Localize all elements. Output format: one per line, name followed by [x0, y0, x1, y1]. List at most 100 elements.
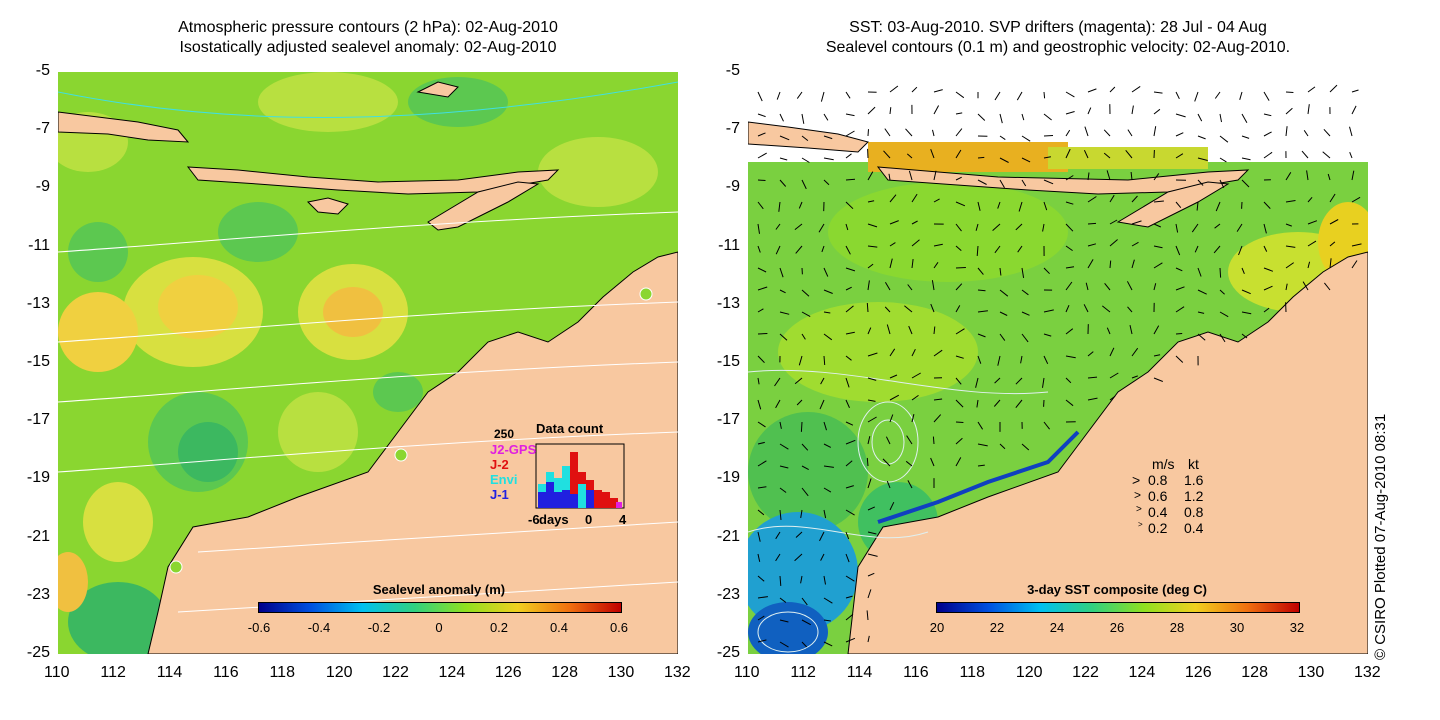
velocity-arrow [1127, 306, 1133, 313]
speed-legend-kt: 0.4 [1184, 520, 1204, 536]
lon-tick-label: 122 [382, 664, 409, 681]
velocity-arrow [823, 575, 826, 585]
velocity-arrow [931, 280, 935, 291]
velocity-arrow [933, 89, 943, 93]
velocity-arrow [1194, 91, 1199, 102]
velocity-arrow [1087, 196, 1097, 203]
velocity-arrow [1125, 149, 1133, 159]
velocity-arrow [867, 572, 875, 577]
velocity-arrow [1263, 223, 1267, 234]
velocity-arrow [955, 355, 964, 359]
velocity-arrow [1131, 195, 1138, 203]
velocity-arrow [1021, 333, 1029, 343]
velocity-arrow [779, 509, 782, 520]
velocity-arrow [1175, 333, 1183, 335]
velocity-arrow [823, 267, 829, 277]
speed-legend-header-ms: m/s [1152, 456, 1175, 472]
velocity-arrow [757, 509, 765, 516]
velocity-arrow [867, 263, 874, 269]
velocity-arrow [801, 157, 810, 163]
velocity-arrow [1153, 200, 1164, 203]
sst-tick: 30 [1229, 620, 1245, 635]
velocity-arrow [1214, 223, 1221, 229]
velocity-arrow [1327, 173, 1331, 181]
sealevel-tick: -0.2 [367, 620, 391, 635]
velocity-arrow [1219, 179, 1225, 189]
velocity-arrow [866, 302, 869, 313]
velocity-arrow [933, 398, 943, 401]
velocity-arrow [1101, 305, 1111, 313]
velocity-arrow [1175, 267, 1183, 272]
velocity-arrow [1104, 282, 1111, 291]
velocity-arrow [977, 201, 981, 211]
velocity-arrow [1065, 266, 1075, 269]
velocity-arrow [779, 289, 786, 294]
velocity-arrow [1042, 223, 1045, 232]
sst-colorbar-ticks: 20 22 24 26 28 30 32 [917, 620, 1317, 638]
velocity-arrow [801, 333, 806, 340]
velocity-arrow [1285, 283, 1288, 291]
velocity-arrow [1021, 311, 1030, 316]
data-count-xtick-minus6: -6 [528, 512, 540, 527]
velocity-arrow [1175, 132, 1184, 137]
sealevel-tick: -0.4 [307, 620, 331, 635]
velocity-arrow [976, 245, 979, 256]
velocity-arrow [796, 91, 803, 99]
lat-tick-label: -7 [725, 120, 740, 138]
velocity-arrow [1238, 245, 1243, 256]
velocity-arrow [1236, 223, 1243, 232]
velocity-arrow [932, 129, 935, 137]
velocity-arrow [1329, 241, 1336, 247]
speed-legend-header-kt: kt [1188, 456, 1199, 472]
velocity-arrow [955, 267, 966, 269]
lon-tick-label: 124 [1128, 664, 1156, 681]
lon-tick-label: 118 [269, 664, 295, 681]
velocity-arrow [1215, 201, 1221, 212]
velocity-arrow [1043, 91, 1046, 99]
speed-legend-row: > 0.6 1.2 [1134, 488, 1204, 504]
speed-legend-ms: 0.8 [1148, 472, 1168, 488]
velocity-arrow [930, 149, 935, 159]
velocity-arrow [1241, 289, 1251, 295]
velocity-arrow [779, 267, 784, 278]
velocity-arrow [994, 245, 1001, 254]
velocity-arrow [1083, 149, 1089, 159]
data-count-histogram [535, 443, 625, 509]
velocity-arrow [889, 348, 896, 357]
velocity-arrow [757, 486, 767, 489]
sealevel-colorbar-title: Sealevel anomaly (m) [372, 582, 506, 597]
legend-envi: Envi [490, 472, 518, 487]
velocity-arrow [908, 325, 913, 335]
velocity-arrow [1351, 243, 1362, 247]
velocity-arrow [779, 421, 782, 429]
sst-map [748, 72, 1368, 654]
sealevel-map-panel: Data count 250 J2-GPS J-2 Envi J-1 -6 da… [58, 72, 678, 654]
velocity-arrow [1175, 153, 1184, 159]
velocity-arrow [779, 575, 782, 586]
velocity-arrow [1263, 151, 1273, 159]
velocity-arrow [1323, 128, 1331, 137]
data-count-xtick-0: 0 [585, 512, 593, 527]
velocity-arrow [1087, 259, 1094, 269]
right-title-line1: SST: 03-Aug-2010. SVP drifters (magenta)… [849, 19, 1267, 36]
lon-tick-label: 126 [494, 664, 522, 681]
velocity-arrow [1131, 347, 1139, 357]
velocity-arrow [1085, 282, 1089, 291]
data-count-xlabel: days [539, 512, 569, 527]
velocity-arrow [977, 179, 987, 185]
lon-tick-label: 110 [734, 664, 760, 681]
velocity-arrow [911, 86, 918, 93]
velocity-arrow [1285, 245, 1296, 248]
sst-tick: 20 [929, 620, 945, 635]
sealevel-colorbar-ticks: -0.6 -0.4 -0.2 0 0.2 0.4 0.6 [239, 620, 639, 638]
lat-tick-label: -17 [716, 411, 740, 429]
velocity-arrow [933, 326, 936, 335]
velocity-arrow [882, 458, 891, 467]
velocity-arrow [1109, 260, 1112, 269]
velocity-arrow [955, 112, 963, 115]
velocity-arrow [1329, 84, 1338, 93]
velocity-arrow [1153, 108, 1161, 115]
velocity-arrow [1043, 421, 1050, 430]
velocity-arrow [823, 421, 827, 431]
velocity-arrow [779, 619, 789, 623]
